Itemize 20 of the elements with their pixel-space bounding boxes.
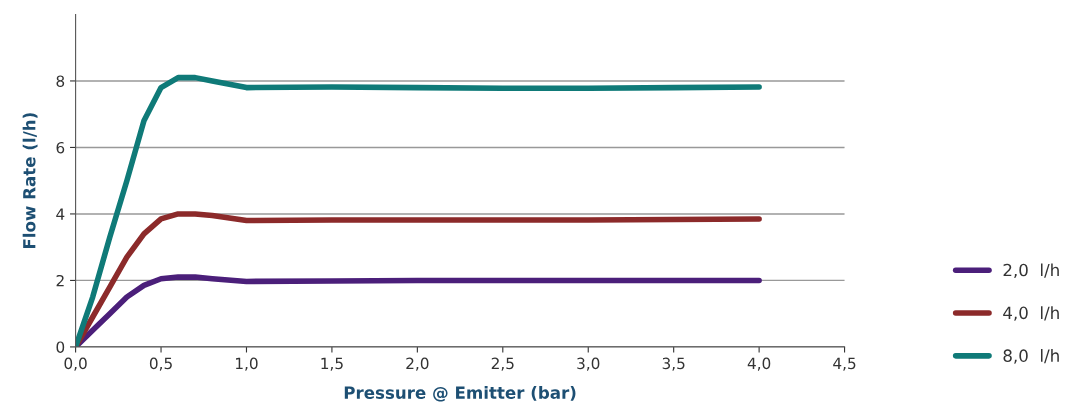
x-tick-label: 2,0 bbox=[406, 357, 429, 371]
x-axis-title: Pressure @ Emitter (bar) bbox=[344, 386, 576, 402]
x-tick-label: 4,0 bbox=[747, 357, 771, 371]
legend-label: 4,0 l/h bbox=[1003, 306, 1059, 321]
x-tick-label: 0,5 bbox=[149, 357, 172, 371]
y-tick-label: 4 bbox=[56, 208, 65, 220]
legend-label: 2,0 l/h bbox=[1003, 263, 1059, 279]
y-tick-label: 0 bbox=[56, 341, 65, 353]
x-tick-label: 2,5 bbox=[491, 357, 514, 371]
y-tick-label: 6 bbox=[56, 141, 65, 154]
y-tick-label: 8 bbox=[56, 75, 65, 87]
x-tick-label: 1,0 bbox=[236, 357, 258, 371]
legend-label: 8,0 l/h bbox=[1003, 349, 1059, 364]
x-tick-label: 4,5 bbox=[833, 357, 856, 371]
x-tick-label: 3,5 bbox=[662, 357, 685, 371]
y-tick-label: 2 bbox=[56, 274, 64, 287]
x-tick-label: 1,5 bbox=[321, 357, 343, 371]
x-tick-label: 0,0 bbox=[64, 357, 87, 371]
x-tick-label: 3,0 bbox=[577, 357, 600, 371]
y-axis-title: Flow Rate (l/h) bbox=[22, 113, 38, 249]
